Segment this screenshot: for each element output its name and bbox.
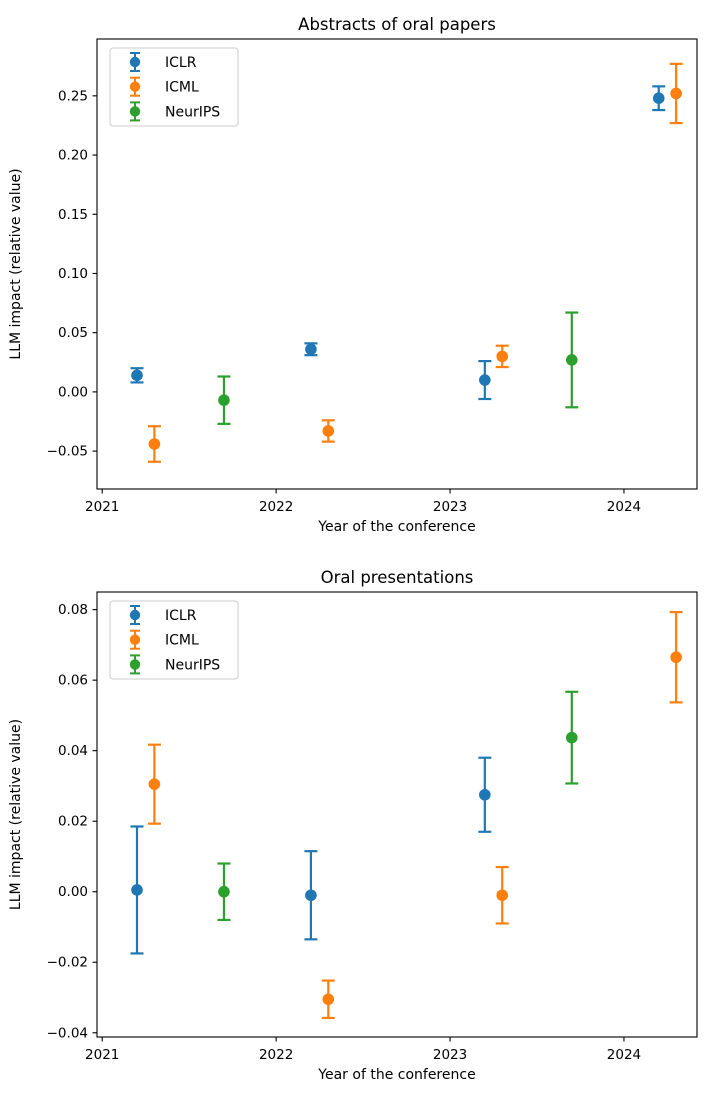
legend-item-icml: ICML	[129, 629, 199, 650]
x-tick-label: 2023	[433, 499, 467, 515]
y-tick-label: −0.04	[47, 1025, 88, 1041]
errorbar-point-neurips	[565, 690, 579, 785]
errorbar-point-icml	[321, 979, 335, 1020]
errorbar-point-neurips	[217, 375, 231, 425]
y-tick-label: 0.20	[58, 148, 88, 164]
data-point-marker	[305, 889, 317, 902]
errorbar-point-iclr	[130, 825, 144, 955]
legend-marker	[129, 106, 141, 117]
chart-title: Abstracts of oral papers	[298, 15, 496, 34]
errorbar-point-iclr	[652, 85, 666, 112]
data-point-marker	[322, 993, 335, 1006]
data-point-marker	[218, 885, 230, 898]
x-tick-label: 2024	[607, 499, 641, 515]
figure-oral-presentations: 2021 2022 2023 2024 −0.04 −0.02 0.00 0.02 0.04 0.…	[0, 551, 717, 1103]
legend-marker	[129, 609, 141, 621]
legend-item-iclr: ICLR	[129, 605, 197, 625]
data-point-marker	[131, 369, 143, 382]
y-axis-label: LLM impact (relative value)	[8, 168, 24, 359]
legend: ICLR ICML NeurIPS	[109, 600, 239, 680]
errorbar-point-iclr	[304, 850, 318, 941]
data-point-marker	[218, 394, 230, 406]
x-tick-label: 2024	[607, 1047, 641, 1063]
errorbar-point-neurips	[217, 862, 231, 922]
legend-marker	[129, 659, 141, 670]
x-axis-label: Year of the conference	[317, 1067, 475, 1083]
y-tick-label: 0.02	[58, 814, 88, 830]
data-point-marker	[496, 350, 509, 363]
chart-abstracts: 2021 2022 2023 2024 −0.05 0.00 0.05 0.10 0.15 0.2…	[8, 15, 698, 535]
y-tick-label: 0.05	[58, 325, 88, 341]
legend-box	[109, 600, 239, 680]
y-tick-label: 0.00	[58, 884, 88, 900]
errorbar-point-icml	[669, 62, 683, 125]
legend-item-icml: ICML	[129, 76, 199, 97]
data-point-marker	[565, 354, 578, 366]
y-tick-label: 0.15	[58, 207, 88, 223]
y-tick-label: 0.25	[58, 88, 88, 104]
plot-border	[96, 591, 698, 1038]
x-axis-label: Year of the conference	[317, 519, 475, 535]
y-tick-label: −0.02	[47, 955, 88, 971]
y-axis-label: LLM impact (relative value)	[8, 719, 24, 910]
errorbar-point-iclr	[478, 360, 492, 401]
legend-item-neurips: NeurIPS	[129, 101, 220, 122]
data-point-marker	[148, 778, 161, 790]
chart-title: Oral presentations	[321, 568, 474, 587]
data-point-marker	[670, 87, 682, 100]
data-point-marker	[496, 889, 509, 902]
y-tick-label: −0.05	[47, 444, 88, 460]
x-tick-label: 2022	[259, 1047, 293, 1063]
legend-label: ICML	[165, 80, 199, 96]
x-tick-label: 2023	[433, 1047, 467, 1063]
legend-label: NeurIPS	[165, 657, 220, 673]
legend: ICLR ICML NeurIPS	[109, 47, 239, 127]
errorbar-point-neurips	[565, 311, 579, 409]
errorbar-point-icml	[495, 865, 509, 925]
legend-marker	[129, 56, 141, 68]
legend-item-neurips: NeurIPS	[129, 654, 220, 675]
legend-label: ICLR	[165, 55, 197, 71]
y-tick-label: 0.00	[58, 384, 88, 400]
data-point-marker	[305, 343, 317, 356]
legend-label: NeurIPS	[165, 104, 220, 120]
legend-box	[109, 47, 239, 127]
legend-label: ICLR	[165, 608, 197, 624]
y-tick-label: 0.06	[58, 673, 88, 689]
legend-marker	[129, 634, 141, 645]
data-point-marker	[131, 884, 143, 896]
data-point-marker	[148, 438, 161, 450]
data-point-marker	[670, 651, 682, 664]
x-tick-label: 2021	[85, 1047, 119, 1063]
errorbar-point-iclr	[130, 367, 144, 384]
data-point-marker	[479, 374, 491, 386]
legend-label: ICML	[165, 633, 199, 649]
data-point-marker	[565, 731, 578, 744]
errorbar-point-icml	[147, 743, 161, 825]
errorbar-point-icml	[321, 419, 335, 443]
errorbar-point-icml	[147, 425, 161, 463]
errorbar-point-iclr	[478, 756, 492, 833]
x-tick-label: 2022	[259, 499, 293, 515]
y-tick-label: 0.04	[58, 743, 88, 759]
y-tick-label: 0.10	[58, 266, 88, 282]
legend-marker	[129, 81, 141, 92]
errorbar-point-iclr	[304, 342, 318, 357]
data-point-marker	[322, 425, 335, 437]
errorbar-point-icml	[669, 610, 683, 704]
legend-item-iclr: ICLR	[129, 52, 197, 72]
y-tick-label: 0.08	[58, 602, 88, 618]
errorbar-point-icml	[495, 344, 509, 369]
data-point-marker	[479, 788, 491, 801]
data-point-marker	[652, 92, 665, 105]
x-tick-label: 2021	[85, 499, 119, 515]
chart-orals: 2021 2022 2023 2024 −0.04 −0.02 0.00 0.02 0.04 0.…	[8, 568, 698, 1083]
figure-abstracts-of-oral-papers: 2021 2022 2023 2024 −0.05 0.00 0.05 0.10 0.15 0.2…	[0, 0, 717, 551]
plot-border	[96, 38, 698, 490]
